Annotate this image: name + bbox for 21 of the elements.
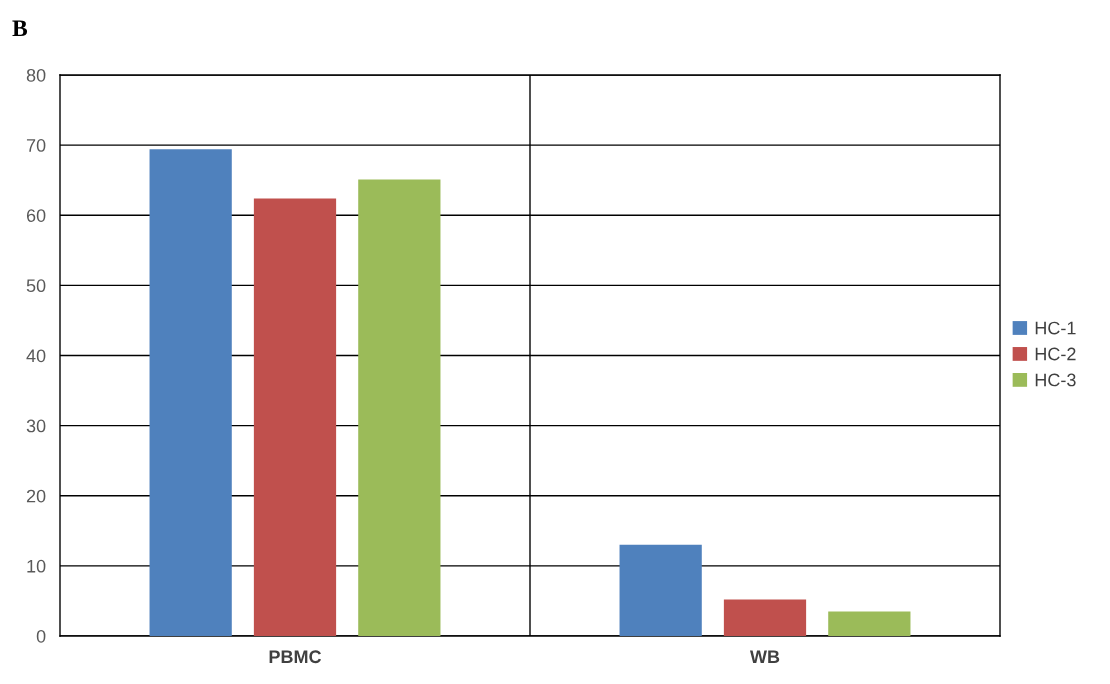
- bar: [828, 611, 911, 636]
- y-tick-label: 0: [36, 629, 46, 643]
- y-tick-label: 70: [26, 139, 46, 152]
- chart-title: B: [12, 20, 28, 37]
- y-tick-label: 10: [27, 559, 46, 573]
- y-tick-label: 50: [26, 279, 46, 293]
- y-tick-label: 20: [26, 489, 46, 503]
- legend-label: HC-3: [1035, 373, 1076, 387]
- bar: [149, 149, 232, 636]
- bar: [358, 179, 441, 636]
- bar: [619, 544, 702, 636]
- legend-label: HC-2: [1035, 347, 1076, 361]
- x-tick-label: PBMC: [269, 650, 322, 664]
- y-tick-label: 30: [26, 419, 46, 433]
- bar: [253, 198, 337, 636]
- legend-label: HC-1: [1035, 321, 1076, 335]
- y-tick-label: 80: [26, 68, 46, 82]
- x-tick-label: WB: [749, 650, 780, 663]
- y-tick-label: 40: [26, 349, 46, 363]
- bar: [723, 599, 807, 636]
- y-tick-label: 60: [26, 209, 46, 222]
